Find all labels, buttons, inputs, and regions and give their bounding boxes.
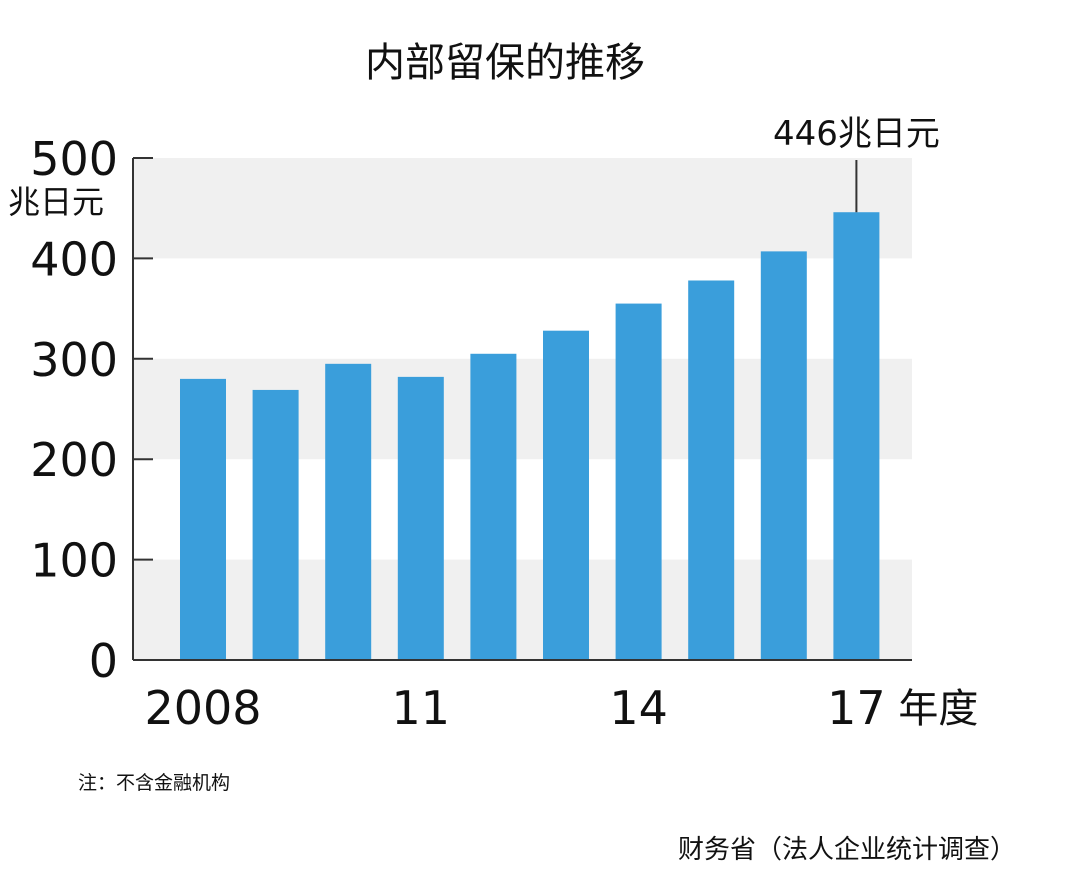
bar-2008 <box>180 378 226 660</box>
y-unit-label: 兆日元 <box>8 183 104 221</box>
annotation-label: 446兆日元 <box>773 114 940 154</box>
grid-band <box>133 158 912 259</box>
bar-2012 <box>470 353 517 660</box>
y-tick-label: 300 <box>30 333 118 387</box>
bar-2017 <box>833 212 880 660</box>
bar-2010 <box>325 363 372 660</box>
bar-2013 <box>543 330 589 660</box>
x-ticks: 2008 11 14 17 年度 <box>144 681 978 735</box>
x-tick-label: 14 <box>609 681 668 735</box>
y-tick-label: 0 <box>89 634 118 688</box>
y-ticks: 0 100 200 300 400 500 <box>30 132 153 688</box>
bar-2014 <box>615 303 662 660</box>
x-tick-label: 2008 <box>144 681 261 735</box>
x-tick-label: 17 <box>827 681 886 735</box>
bar-2015 <box>688 280 735 660</box>
bar-2009 <box>252 389 299 660</box>
source-text: 财务省（法人企业统计调查） <box>678 835 1016 865</box>
y-tick-label: 400 <box>30 232 118 286</box>
x-unit-label: 年度 <box>898 686 978 732</box>
y-tick-label: 500 <box>30 132 118 186</box>
bars <box>180 212 880 660</box>
bar-2016 <box>760 251 807 660</box>
note-text: 注：不含金融机构 <box>78 772 230 794</box>
x-tick-label: 11 <box>392 681 451 735</box>
bar-2011 <box>397 376 444 660</box>
y-tick-label: 100 <box>30 534 118 588</box>
y-tick-label: 200 <box>30 433 118 487</box>
chart-title: 内部留保的推移 <box>365 40 645 86</box>
